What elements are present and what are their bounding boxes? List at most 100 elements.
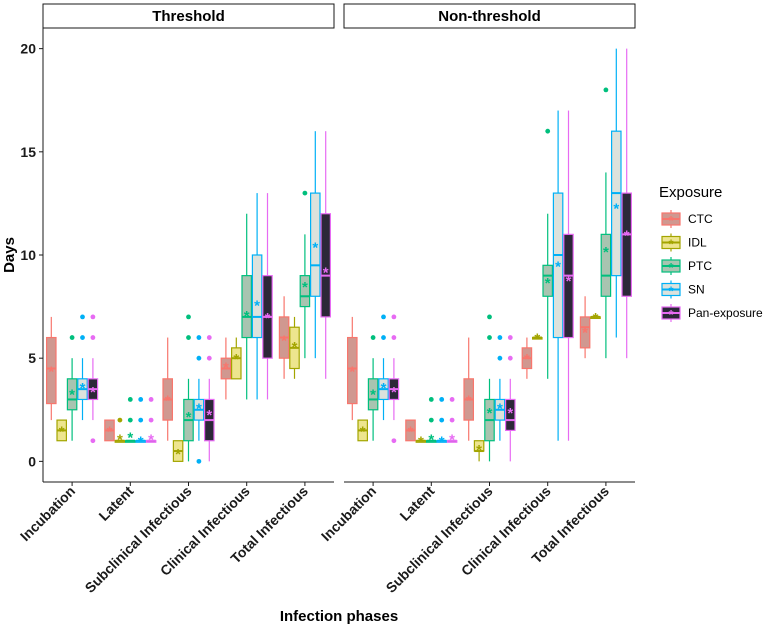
box-incubation-ctc: * [45,316,57,421]
box-incubation-pan-exposure: * [388,314,400,444]
panel-strip-non-threshold: Non-threshold [343,3,636,29]
outlier-point [391,314,397,320]
mean-marker: * [593,310,599,327]
mean-marker: * [566,273,572,290]
outlier-point [603,87,609,93]
panel-threshold: *** * ** * * * **** * ** ***** **** [45,131,331,464]
box-body [621,192,632,297]
box-body [231,347,242,380]
box-subclinical-infectious-ctc: * [162,337,173,441]
outlier-point [206,355,212,361]
box-latent-idl: * [415,434,427,451]
box-body [66,378,78,411]
mean-marker: * [196,401,202,418]
outlier-point [117,417,123,423]
box-subclinical-infectious-idl: * [473,440,485,462]
outlier-point [90,438,96,444]
box-body [347,336,358,405]
mean-marker: * [624,227,630,244]
mean-marker: * [148,432,154,449]
box-total-infectious-ctc: * [278,296,290,379]
y-tick-label: 5 [28,350,36,366]
box-clinical-infectious-ptc: * [241,213,252,400]
box-body [600,233,612,297]
mean-marker: * [59,423,65,440]
mean-marker: * [292,339,298,356]
panel-title-non-threshold: Non-threshold [438,8,541,25]
y-tick-label: 20 [20,41,36,57]
box-latent-ptc: * [426,397,437,449]
mean-marker: * [418,434,424,451]
box-incubation-ctc: * [347,316,358,421]
legend: Exposure * CTC * IDL * PTC * SN * Pan-exposure [659,184,763,322]
legend-label: SN [688,283,705,297]
legend-key-mean: * [668,237,674,252]
box-body [310,192,321,297]
box-clinical-infectious-ctc: * [521,337,533,379]
outlier-point [196,335,202,340]
box-total-infectious-ptc: * [600,87,612,359]
legend-key-mean: * [668,307,674,322]
outlier-point [138,417,144,423]
box-body [241,275,252,339]
box-body [251,254,263,339]
outlier-point [391,438,397,444]
box-latent-idl: * [114,417,126,449]
mean-marker: * [391,384,397,401]
mean-marker: * [244,308,250,325]
outlier-point [370,335,376,340]
box-subclinical-infectious-ctc: * [463,337,474,441]
outlier-point [90,314,96,320]
outlier-point [381,314,386,320]
outlier-point [196,458,202,464]
mean-marker: * [233,351,239,368]
mean-marker: * [428,432,434,449]
mean-marker: * [107,423,113,440]
x-axis-title: Infection phases [280,608,398,625]
outlier-point [449,417,455,423]
mean-marker: * [117,432,123,449]
outlier-point [497,335,503,340]
mean-marker: * [408,423,414,440]
mean-marker: * [381,380,387,397]
box-total-infectious-idl: * [289,316,300,379]
mean-marker: * [524,351,530,368]
outlier-point [507,335,513,340]
legend-label: IDL [688,236,707,250]
box-incubation-ptc: * [367,335,379,441]
box-incubation-idl: * [56,419,67,442]
mean-marker: * [476,442,482,459]
mean-marker: * [281,333,287,350]
outlier-point [69,335,75,340]
outlier-point [206,335,212,340]
outlier-point [127,417,133,423]
box-clinical-infectious-sn: * [552,110,564,441]
legend-label: PTC [688,259,712,273]
mean-marker: * [582,324,588,341]
outlier-point [428,417,434,423]
box-latent-sn: * [135,397,146,451]
mean-marker: * [80,380,86,397]
box-latent-ctc: * [104,419,115,442]
mean-marker: * [613,201,619,218]
box-clinical-infectious-idl: * [531,331,543,348]
outlier-point [439,397,445,402]
panel-title-threshold: Threshold [152,8,225,25]
mean-marker: * [360,423,366,440]
y-axis-title: Days [1,237,18,273]
box-latent-pan-exposure: * [145,397,157,449]
outlier-point [302,190,308,196]
box-clinical-infectious-idl: * [231,337,242,380]
outlier-point [497,355,503,361]
box-clinical-infectious-pan-exposure: * [262,193,273,400]
mean-marker: * [186,409,192,426]
box-body [505,398,516,432]
legend-label: Pan-exposure [688,306,763,320]
box-clinical-infectious-pan-exposure: * [563,110,574,441]
mean-marker: * [507,405,513,422]
legend-item-ctc: * CTC [661,210,713,228]
mean-marker: * [254,298,260,315]
mean-marker: * [545,275,551,292]
box-total-infectious-idl: * [590,310,601,327]
